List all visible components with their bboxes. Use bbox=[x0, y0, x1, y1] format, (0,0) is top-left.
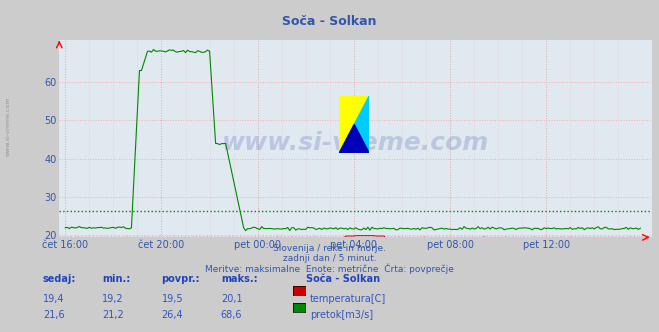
Text: 68,6: 68,6 bbox=[221, 310, 243, 320]
Text: Meritve: maksimalne  Enote: metrične  Črta: povprečje: Meritve: maksimalne Enote: metrične Črta… bbox=[205, 264, 454, 275]
Text: www.si-vreme.com: www.si-vreme.com bbox=[222, 130, 490, 155]
Text: Soča - Solkan: Soča - Solkan bbox=[282, 15, 377, 28]
Text: 19,2: 19,2 bbox=[102, 294, 124, 304]
Text: povpr.:: povpr.: bbox=[161, 274, 200, 284]
Text: 21,2: 21,2 bbox=[102, 310, 124, 320]
Text: 19,4: 19,4 bbox=[43, 294, 65, 304]
Text: Slovenija / reke in morje.: Slovenija / reke in morje. bbox=[273, 244, 386, 253]
Text: maks.:: maks.: bbox=[221, 274, 258, 284]
Text: 20,1: 20,1 bbox=[221, 294, 243, 304]
Text: www.si-vreme.com: www.si-vreme.com bbox=[5, 96, 11, 156]
Polygon shape bbox=[339, 124, 369, 153]
Text: temperatura[C]: temperatura[C] bbox=[310, 294, 386, 304]
Text: 19,5: 19,5 bbox=[161, 294, 183, 304]
Text: zadnji dan / 5 minut.: zadnji dan / 5 minut. bbox=[283, 254, 376, 263]
Text: Soča - Solkan: Soča - Solkan bbox=[306, 274, 380, 284]
Text: sedaj:: sedaj: bbox=[43, 274, 76, 284]
Text: pretok[m3/s]: pretok[m3/s] bbox=[310, 310, 373, 320]
Text: 21,6: 21,6 bbox=[43, 310, 65, 320]
Text: 26,4: 26,4 bbox=[161, 310, 183, 320]
Text: min.:: min.: bbox=[102, 274, 130, 284]
Polygon shape bbox=[339, 96, 369, 153]
Polygon shape bbox=[339, 96, 369, 153]
